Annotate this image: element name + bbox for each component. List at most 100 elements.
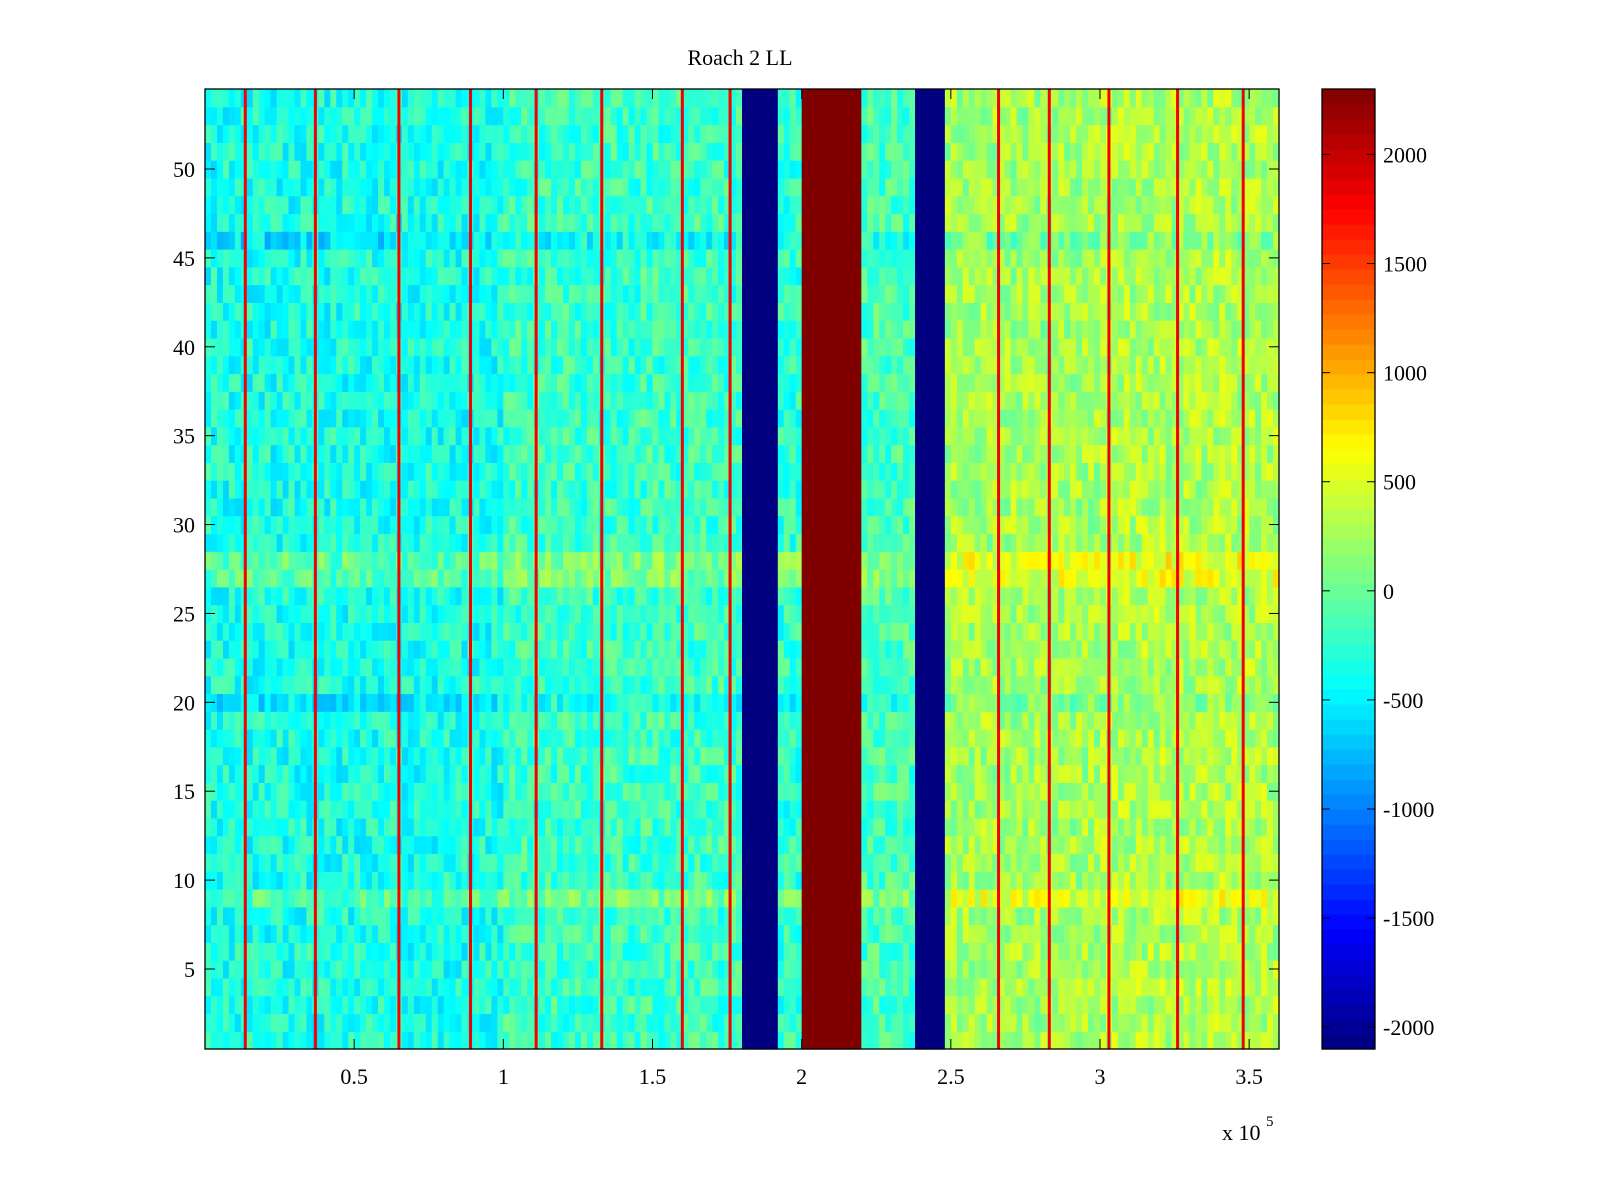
heatmap-cell xyxy=(682,586,689,606)
heatmap-cell xyxy=(1273,711,1280,730)
heatmap-cell xyxy=(551,977,558,997)
heatmap-cell xyxy=(306,960,313,979)
heatmap-cell xyxy=(771,1031,779,1050)
heatmap-cell xyxy=(282,782,290,801)
heatmap-cell xyxy=(724,817,731,837)
heatmap-cell xyxy=(879,657,886,677)
heatmap-cell xyxy=(419,835,427,855)
heatmap-cell xyxy=(676,889,683,908)
heatmap-cell xyxy=(1225,675,1232,695)
heatmap-cell xyxy=(974,906,982,926)
heatmap-cell xyxy=(718,622,725,641)
heatmap-cell xyxy=(688,1013,695,1032)
heatmap-cell xyxy=(855,906,862,926)
heatmap-cell xyxy=(586,693,594,712)
heatmap-cell xyxy=(563,871,570,890)
heatmap-cell xyxy=(336,675,343,695)
heatmap-cell xyxy=(1064,906,1071,926)
heatmap-cell xyxy=(1004,764,1012,783)
heatmap-cell xyxy=(1135,800,1143,819)
heatmap-cell xyxy=(1201,960,1208,979)
heatmap-cell xyxy=(1141,782,1149,801)
heatmap-cell xyxy=(616,817,624,837)
heatmap-cell xyxy=(449,835,457,855)
heatmap-cell xyxy=(700,782,707,801)
heatmap-cell xyxy=(437,586,445,606)
heatmap-cell xyxy=(342,977,349,997)
heatmap-cell xyxy=(670,906,677,926)
heatmap-cell xyxy=(563,693,570,712)
heatmap-cell xyxy=(360,995,367,1015)
heatmap-cell xyxy=(670,729,677,748)
heatmap-cell xyxy=(1094,889,1101,908)
heatmap-cell xyxy=(282,977,290,997)
heatmap-cell xyxy=(873,1013,880,1032)
heatmap-cell xyxy=(646,657,654,677)
heatmap-cell xyxy=(855,1013,862,1032)
heatmap-cell xyxy=(813,675,821,695)
heatmap-cell xyxy=(700,889,707,908)
heatmap-cell xyxy=(986,711,994,730)
heatmap-cell xyxy=(1022,889,1029,908)
heatmap-cell xyxy=(551,782,558,801)
heatmap-cell xyxy=(491,800,498,819)
heatmap-cell xyxy=(1165,906,1173,926)
heatmap-cell xyxy=(1076,853,1083,872)
heatmap-cell xyxy=(461,640,469,659)
heatmap-cell xyxy=(628,586,636,606)
heatmap-cell xyxy=(718,800,725,819)
heatmap-cell xyxy=(1261,1013,1268,1032)
heatmap-cell xyxy=(216,622,224,641)
heatmap-cell xyxy=(938,853,946,872)
heatmap-cell xyxy=(527,551,534,570)
heatmap-cell xyxy=(1022,746,1029,766)
heatmap-cell xyxy=(360,657,367,677)
heatmap-cell xyxy=(264,800,272,819)
heatmap-cell xyxy=(765,551,773,570)
heatmap-cell xyxy=(318,889,325,908)
heatmap-cell xyxy=(1189,640,1197,659)
heatmap-cell xyxy=(718,817,725,837)
heatmap-cell xyxy=(831,906,839,926)
heatmap-cell xyxy=(574,622,582,641)
heatmap-cell xyxy=(1255,622,1262,641)
heatmap-cell xyxy=(897,657,904,677)
heatmap-cell xyxy=(270,622,278,641)
heatmap-cell xyxy=(1237,995,1244,1015)
heatmap-cell xyxy=(867,853,874,872)
heatmap-cell xyxy=(545,960,552,979)
heatmap-cell xyxy=(485,1031,492,1050)
heatmap-cell xyxy=(986,551,994,570)
heatmap-cell xyxy=(413,906,421,926)
heatmap-cell xyxy=(366,764,373,783)
heatmap-cell xyxy=(664,906,671,926)
heatmap-cell xyxy=(1034,817,1041,837)
heatmap-cell xyxy=(1022,693,1029,712)
heatmap-cell xyxy=(604,871,612,890)
heatmap-cell xyxy=(1255,942,1262,961)
heatmap-cell xyxy=(742,853,749,872)
heatmap-cell xyxy=(837,604,845,623)
heatmap-cell xyxy=(610,995,618,1015)
heatmap-cell xyxy=(962,604,970,623)
heatmap-cell xyxy=(879,569,886,588)
heatmap-cell xyxy=(521,977,528,997)
heatmap-cell xyxy=(282,800,290,819)
heatmap-cell xyxy=(837,675,845,695)
heatmap-cell xyxy=(658,782,666,801)
heatmap-cell xyxy=(1058,711,1065,730)
heatmap-cell xyxy=(891,995,898,1015)
heatmap-cell xyxy=(1028,711,1035,730)
heatmap-cell xyxy=(443,569,451,588)
heatmap-cell xyxy=(1273,817,1280,837)
heatmap-cell xyxy=(926,782,934,801)
heatmap-cell xyxy=(1153,835,1161,855)
heatmap-cell xyxy=(1135,782,1143,801)
heatmap-cell xyxy=(712,640,719,659)
heatmap-cell xyxy=(873,569,880,588)
heatmap-cell xyxy=(807,817,815,837)
heatmap-cell xyxy=(1147,782,1155,801)
heatmap-cell xyxy=(574,1031,582,1050)
heatmap-cell xyxy=(932,871,940,890)
heatmap-cell xyxy=(1111,640,1119,659)
